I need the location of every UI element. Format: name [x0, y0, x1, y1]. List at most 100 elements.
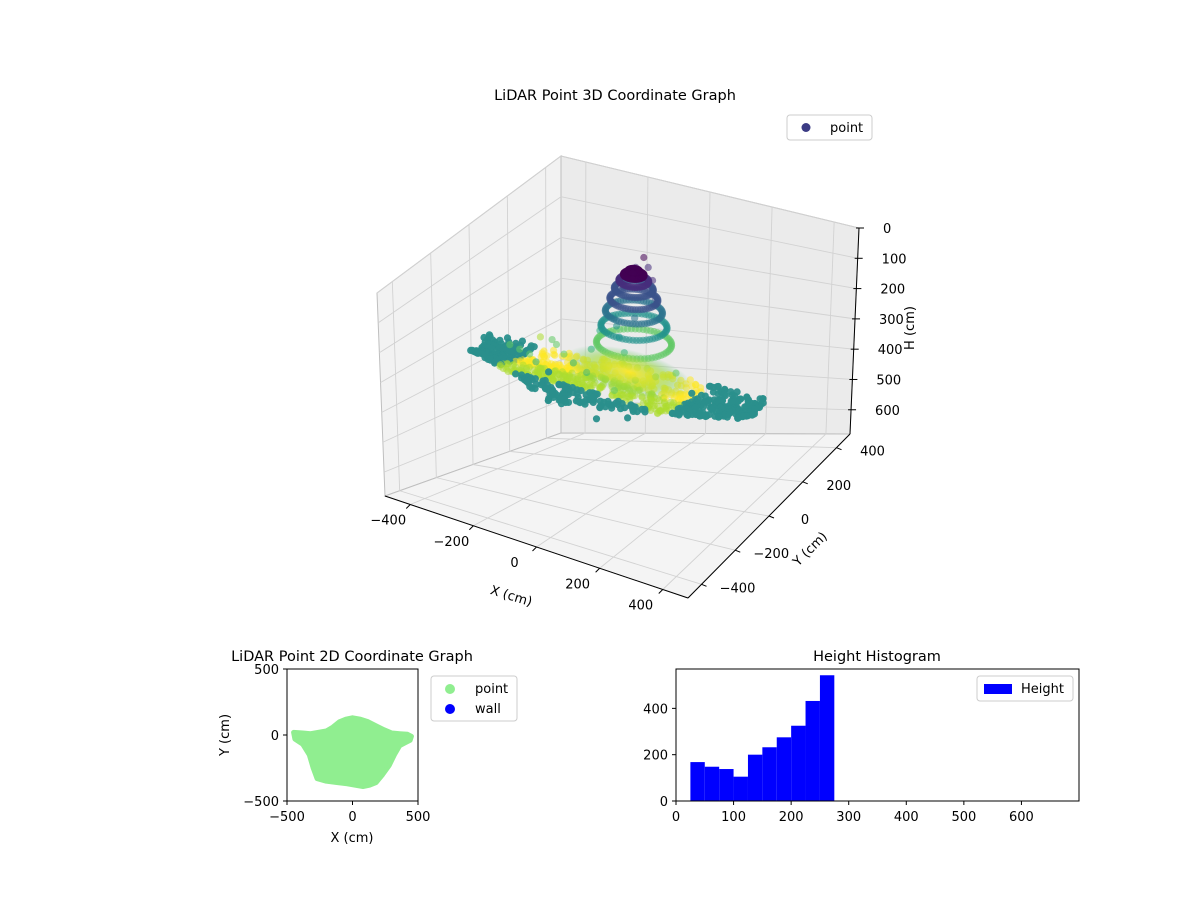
chart-2d: LiDAR Point 2D Coordinate Graph −500 0 500…	[218, 649, 518, 846]
legend-3d: point	[786, 114, 873, 141]
z-tick-label-3d: 200	[880, 283, 905, 298]
point-3d	[626, 305, 635, 313]
y-tick-3d	[701, 583, 707, 587]
x-tick-label-hist: 0	[672, 810, 680, 825]
legend-2d-point-marker	[445, 684, 455, 694]
x-tick-label-3d: 200	[565, 577, 590, 592]
x-tick-label-hist: 200	[779, 810, 804, 825]
point-3d	[540, 353, 548, 361]
point-3d	[617, 405, 625, 413]
point-3d	[518, 337, 527, 345]
point-3d	[640, 253, 648, 262]
point-3d	[624, 414, 632, 422]
point-3d	[589, 398, 597, 406]
point-cloud-2d	[291, 715, 414, 789]
y-tick-label-3d: 400	[860, 445, 885, 460]
x-axis-label-2d: X (cm)	[331, 831, 374, 846]
x-tick-3d	[532, 546, 537, 552]
histogram-bar	[791, 725, 806, 801]
x-axis-label-3d: X (cm)	[488, 583, 534, 610]
y-tick-label-hist: 0	[660, 795, 668, 810]
axes-3d: −400 −200 0 200 400 −400 −200 0 200 400 0 100 200 300…	[370, 222, 906, 614]
point-cloud-3d	[467, 253, 767, 423]
point-3d	[474, 349, 482, 357]
legend-2d-wall-marker	[445, 704, 455, 714]
histogram-title: Height Histogram	[813, 649, 941, 665]
point-3d	[555, 381, 563, 389]
point-3d	[552, 340, 561, 349]
y-tick-label-3d: 0	[801, 513, 809, 528]
point-3d	[506, 341, 514, 349]
y-tick-label-3d: −400	[720, 581, 756, 596]
point-3d	[728, 398, 736, 406]
x-tick-label-2d: −500	[269, 810, 305, 825]
y-tick-label-hist: 200	[643, 749, 668, 764]
point-3d	[626, 320, 634, 328]
point-3d	[715, 396, 723, 404]
z-axis-label-3d: H (cm)	[903, 306, 918, 350]
point-3d	[532, 358, 540, 366]
histogram-bar	[719, 769, 734, 801]
y-tick-3d	[802, 481, 808, 485]
point-3d	[511, 370, 520, 378]
point-3d	[684, 411, 692, 419]
point-3d	[526, 350, 534, 358]
point-3d	[660, 399, 668, 407]
dense-region-highlight	[565, 345, 693, 399]
y-axis-label-2d: Y (cm)	[218, 714, 233, 757]
z-tick-label-3d: 100	[882, 252, 907, 267]
point-3d	[581, 400, 589, 408]
legend-histogram: Height	[976, 675, 1074, 702]
point-3d	[523, 377, 531, 385]
histogram-bar	[690, 762, 705, 801]
point-3d	[675, 411, 683, 419]
x-tick-label-2d: 500	[406, 810, 431, 825]
z-tick-label-3d: 400	[878, 343, 903, 358]
x-tick-label-3d: −200	[434, 535, 470, 550]
point-3d	[560, 350, 568, 358]
legend-2d: point wall	[430, 675, 518, 722]
legend-histogram-label: Height	[1021, 682, 1064, 697]
point-3d	[701, 412, 710, 421]
z-axis-line-3d	[849, 227, 860, 435]
point-3d	[688, 389, 696, 397]
ticks-2d: −500 0 500 −500 0 500	[243, 663, 430, 825]
point-3d	[714, 413, 723, 421]
y-tick-label-hist: 400	[643, 702, 668, 717]
y-axis-label-3d: Y (cm)	[790, 529, 831, 570]
histogram-bar	[733, 776, 748, 801]
y-tick-3d	[836, 447, 842, 451]
point-3d	[503, 334, 512, 342]
point-3d	[545, 368, 553, 376]
point-3d	[653, 409, 662, 418]
point-3d	[491, 359, 499, 367]
y-tick-3d	[735, 549, 741, 553]
legend-2d-wall-label: wall	[475, 702, 501, 717]
histogram-frame	[675, 668, 1080, 802]
point-3d	[608, 404, 616, 412]
histogram-bar	[762, 747, 777, 801]
point-3d	[544, 397, 552, 405]
point-3d	[631, 314, 639, 322]
histogram-bar	[819, 675, 835, 801]
point-3d	[551, 351, 559, 359]
point-3d	[601, 403, 610, 411]
point-3d	[486, 332, 494, 340]
x-tick-label-hist: 600	[1009, 810, 1034, 825]
y-tick-label-2d: −500	[243, 795, 279, 810]
point-3d	[629, 407, 637, 415]
histogram-bar	[776, 737, 792, 801]
x-tick-label-hist: 500	[951, 810, 976, 825]
x-tick-label-3d: 0	[510, 556, 518, 571]
point-3d	[629, 269, 637, 277]
point-3d	[548, 336, 556, 344]
point-3d	[625, 336, 634, 344]
point-3d	[696, 412, 704, 420]
point-3d	[628, 275, 636, 283]
y-tick-label-3d: 200	[826, 479, 851, 494]
point-3d	[628, 283, 636, 291]
point-3d	[528, 384, 536, 392]
point-3d	[627, 293, 635, 301]
x-tick-3d	[469, 525, 474, 531]
